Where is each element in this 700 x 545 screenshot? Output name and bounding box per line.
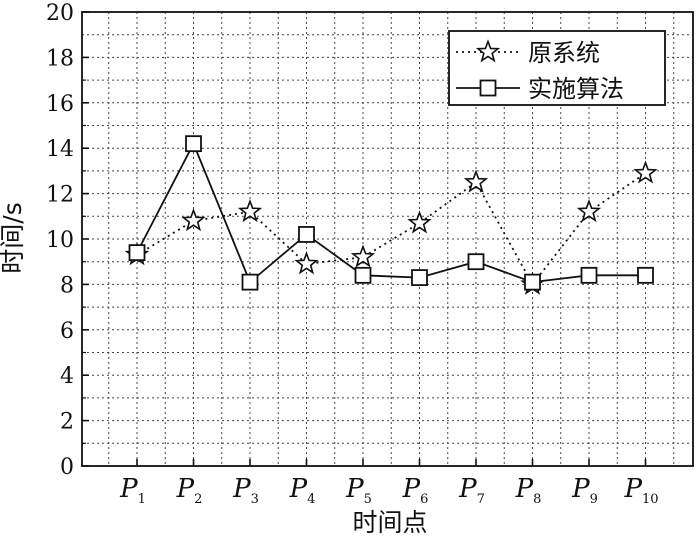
x-tick-label: P5: [345, 474, 372, 507]
legend: 原系统 实施算法: [448, 30, 666, 106]
x-tick-label: P4: [289, 474, 316, 507]
data-point-star: [633, 160, 658, 184]
y-tick-label: 2: [60, 410, 74, 435]
x-tick-label: P3: [232, 474, 259, 507]
data-point-square: [128, 244, 146, 262]
y-tick-labels: 0 2 4 6 8 10 12 14 16 18 20: [46, 1, 74, 480]
y-tick-label: 12: [46, 183, 74, 208]
data-point-star: [237, 198, 263, 223]
series-layer: [124, 135, 658, 295]
y-axis-title: 时间/s: [0, 202, 27, 273]
data-point-square: [580, 266, 598, 284]
x-tick-label: P10: [623, 474, 658, 507]
legend-star-marker: [475, 39, 501, 63]
x-tick-label: P2: [176, 474, 203, 507]
x-tick-labels: P1 P2 P3 P4 P5 P6 P7 P8 P9 P10: [119, 474, 658, 507]
data-point-square: [354, 266, 372, 284]
legend-star: [475, 39, 501, 63]
y-tick-label: 10: [46, 228, 74, 253]
data-point-square: [185, 135, 202, 153]
data-point-star: [181, 208, 206, 232]
y-tick-label: 8: [60, 273, 74, 298]
data-point-star: [350, 244, 376, 268]
x-tick-label: P7: [458, 474, 485, 507]
y-tick-label: 0: [60, 455, 74, 480]
data-point-square: [467, 253, 485, 271]
series-line-implemented-algorithm: [136, 141, 646, 284]
data-point-square: [524, 273, 541, 291]
y-tick-label: 14: [46, 137, 74, 162]
y-tick-label: 6: [60, 319, 74, 344]
y-tick-label: 16: [46, 92, 74, 117]
data-point-star: [407, 210, 432, 234]
data-point-square: [298, 226, 315, 243]
legend-label-original-system: 原系统: [528, 39, 600, 67]
data-point-star: [463, 169, 489, 193]
data-point-square: [411, 269, 428, 286]
legend-label-implemented-algorithm: 实施算法: [528, 75, 624, 103]
x-axis-title: 时间点: [352, 508, 427, 537]
legend-square: [479, 79, 497, 97]
y-tick-label: 20: [46, 1, 74, 26]
data-point-star: [576, 198, 602, 223]
data-point-square: [241, 273, 259, 291]
data-point-square: [637, 266, 654, 284]
axes-layer: [81, 11, 694, 467]
legend-square-marker: [479, 79, 497, 97]
x-tick-label: P9: [571, 474, 598, 507]
y-tick-label: 4: [60, 364, 74, 389]
data-point-star: [294, 251, 319, 275]
x-tick-label: P6: [402, 474, 429, 507]
x-tick-label: P8: [515, 474, 542, 507]
x-tick-label: P1: [119, 474, 146, 507]
y-tick-label: 18: [46, 46, 74, 71]
